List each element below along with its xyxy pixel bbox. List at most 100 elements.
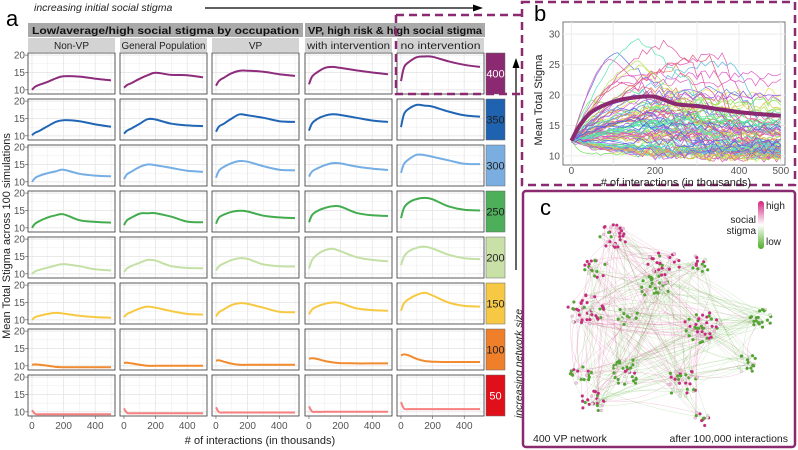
network-edge <box>589 307 629 370</box>
network-node <box>571 320 575 324</box>
network-edge <box>654 292 771 317</box>
network-edge <box>654 286 702 421</box>
network-node <box>590 269 594 273</box>
y-tick-label: 15 <box>14 252 26 263</box>
network-size-strip <box>485 98 506 141</box>
facet-panel <box>396 374 485 417</box>
column-strip <box>28 38 115 52</box>
network-edge <box>742 310 760 359</box>
facet-border <box>211 190 300 233</box>
network-node <box>593 259 597 263</box>
facet-panel <box>304 52 393 95</box>
group-header-strip <box>28 23 303 37</box>
network-edge <box>571 321 589 376</box>
network-edge <box>604 264 625 312</box>
network-node <box>748 316 752 320</box>
network-edge <box>630 309 752 321</box>
facet-border <box>304 144 393 187</box>
network-node <box>617 231 622 235</box>
network-edge <box>663 283 763 310</box>
network-node <box>601 274 605 278</box>
facet-panel <box>396 144 485 187</box>
mean-stigma-line-50-4 <box>400 401 480 411</box>
network-node <box>716 321 721 325</box>
facet-panel <box>119 374 208 417</box>
network-edge <box>585 269 708 296</box>
panel-a-ylabel: Mean Total Stigma across 100 simulations <box>1 133 13 339</box>
network-size-strip <box>485 328 506 371</box>
network-edge <box>624 355 753 385</box>
network-node <box>617 366 622 370</box>
network-node <box>589 370 593 375</box>
network-node <box>714 325 718 329</box>
network-node <box>694 262 699 266</box>
network-node <box>570 314 574 318</box>
network-size-strip <box>485 144 506 187</box>
network-node <box>698 341 702 345</box>
network-edge <box>610 227 667 284</box>
facet-border <box>304 282 393 325</box>
network-edge <box>655 292 714 337</box>
network-edge <box>622 267 694 311</box>
network-node <box>644 288 648 292</box>
network-edge <box>570 263 697 375</box>
network-edge <box>582 317 598 368</box>
network-node <box>628 313 632 317</box>
network-size-strip <box>485 52 506 95</box>
network-edge <box>589 312 721 325</box>
network-node <box>699 266 703 270</box>
facet-panel <box>396 282 485 325</box>
facet-background <box>120 99 207 140</box>
facet-border <box>304 374 393 417</box>
network-node <box>707 311 712 315</box>
network-node <box>677 381 682 385</box>
network-edge <box>605 309 621 400</box>
facet-border <box>396 328 485 371</box>
network-node <box>695 375 699 379</box>
network-node <box>675 374 680 378</box>
network-node <box>609 235 613 239</box>
network-node <box>590 295 594 299</box>
facet-panel <box>119 190 208 233</box>
network-node <box>621 366 625 370</box>
network-node <box>614 226 618 230</box>
simulation-run-line <box>571 117 781 141</box>
network-node <box>663 273 667 277</box>
network-node <box>705 415 709 420</box>
network-node <box>671 388 675 392</box>
network-node <box>633 381 638 385</box>
network-size-strip <box>485 282 506 325</box>
x-tick-label: 0 <box>29 421 35 432</box>
network-node <box>622 322 626 326</box>
network-edge <box>577 314 594 372</box>
network-node <box>630 375 634 379</box>
network-node <box>760 325 765 329</box>
network-size-label: 150 <box>486 299 504 311</box>
network-edge <box>586 361 638 376</box>
network-edge <box>615 314 697 366</box>
network-edge <box>582 267 702 402</box>
mean-stigma-line-100-3 <box>308 357 388 365</box>
network-node <box>588 318 592 322</box>
network-node <box>650 281 654 285</box>
network-node <box>684 373 688 377</box>
panel-label-a: a <box>6 6 19 31</box>
network-edge <box>571 341 703 375</box>
network-node <box>604 244 608 248</box>
network-node <box>618 238 622 242</box>
network-node <box>685 391 689 395</box>
network-edge <box>594 260 697 416</box>
network-node <box>691 338 695 342</box>
network-node <box>566 305 570 309</box>
facet-border <box>119 282 208 325</box>
network-node <box>756 315 760 319</box>
network-edge <box>614 247 750 358</box>
x-tick-label: 400 <box>179 421 196 432</box>
network-graph <box>566 223 773 428</box>
network-node <box>698 412 702 416</box>
network-node <box>592 274 597 278</box>
facet-border <box>211 52 300 95</box>
facet-background <box>212 53 299 94</box>
mean-stigma-line-100-4 <box>400 353 480 364</box>
network-node <box>628 366 633 370</box>
